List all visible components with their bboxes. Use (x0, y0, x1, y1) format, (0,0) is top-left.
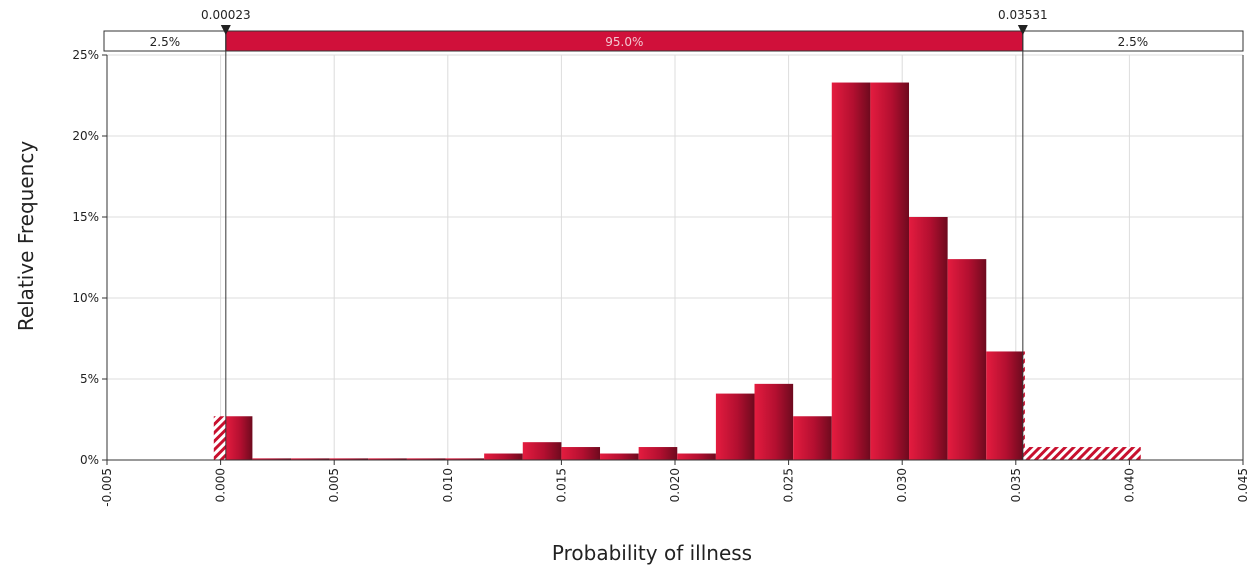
bar-body-segment (445, 458, 485, 460)
bar-body-segment (831, 82, 871, 460)
bar-body-segment (368, 458, 407, 460)
bar-tail-segment (1024, 447, 1064, 460)
bar-body-segment (522, 442, 562, 460)
x-tick-label: 0.005 (327, 468, 341, 502)
grid-lines (106, 54, 1244, 461)
histogram-bar (715, 393, 755, 460)
bar-tail-segment (213, 416, 226, 460)
y-tick-label: 10% (72, 291, 99, 305)
center-interval-label: 95.0% (605, 35, 643, 49)
bar-body-segment (406, 458, 446, 460)
histogram-bar (522, 442, 562, 460)
histogram-bar (1024, 447, 1064, 460)
y-axis-title: Relative Frequency (14, 141, 38, 331)
x-tick-label: 0.000 (214, 468, 228, 502)
histogram-bar (870, 82, 910, 460)
x-tick-label: 0.030 (895, 468, 909, 502)
x-tick-label: 0.045 (1236, 468, 1250, 502)
y-tick-label: 20% (72, 129, 99, 143)
x-axis-title: Probability of illness (552, 541, 752, 565)
bar-body-segment (754, 383, 794, 460)
upper-bound-label: 0.03531 (998, 8, 1048, 22)
histogram-bar (291, 458, 330, 460)
histogram-bar (484, 453, 523, 460)
bar-body-segment (600, 453, 639, 460)
histogram-bar (638, 447, 678, 460)
bar-body-segment (329, 458, 369, 460)
x-tick-label: 0.035 (1009, 468, 1023, 502)
histogram-bar (947, 259, 987, 460)
histogram-bar (677, 453, 716, 460)
bar-body-segment (715, 393, 755, 460)
bar-body-segment (986, 351, 1023, 460)
y-tick-label: 0% (80, 453, 99, 467)
x-tick-label: 0.015 (554, 468, 568, 502)
left-tail-label: 2.5% (150, 35, 181, 49)
histogram-bar (1063, 447, 1103, 460)
histogram-bar (213, 416, 253, 460)
x-tick-label: 0.020 (668, 468, 682, 502)
bar-body-segment (225, 416, 253, 460)
y-tick-label: 15% (72, 210, 99, 224)
histogram-bars (213, 82, 1141, 460)
histogram-bar (561, 447, 601, 460)
x-tick-label: 0.040 (1122, 468, 1136, 502)
confidence-interval-band: 2.5% 95.0% 2.5% 0.00023 0.03531 (103, 8, 1244, 460)
bar-body-segment (909, 217, 948, 460)
y-tick-label: 25% (72, 48, 99, 62)
bar-body-segment (561, 447, 601, 460)
histogram-bar (252, 458, 292, 460)
bar-body-segment (793, 416, 832, 460)
histogram-bar (909, 217, 948, 460)
histogram-bar (329, 458, 369, 460)
histogram-bar (831, 82, 871, 460)
axes: -0.005 0.000 0.005 0.010 0.015 0.020 0.025 0.03… (72, 48, 1250, 507)
histogram-bar (368, 458, 407, 460)
histogram-bar (600, 453, 639, 460)
x-tick-label: -0.005 (100, 468, 114, 507)
x-tick-label: 0.025 (782, 468, 796, 502)
lower-bound-marker-icon (220, 25, 231, 35)
bar-tail-segment (1063, 447, 1103, 460)
bar-body-segment (677, 453, 716, 460)
histogram-bar (1102, 447, 1141, 460)
bar-tail-segment (1022, 351, 1025, 460)
lower-bound-label: 0.00023 (201, 8, 251, 22)
x-tick-label: 0.010 (441, 468, 455, 502)
upper-bound-marker-icon (1017, 25, 1028, 35)
bar-body-segment (638, 447, 678, 460)
bar-body-segment (291, 458, 330, 460)
bar-body-segment (252, 458, 292, 460)
bar-tail-segment (1102, 447, 1141, 460)
histogram-bar (445, 458, 485, 460)
bar-body-segment (484, 453, 523, 460)
bar-body-segment (947, 259, 987, 460)
histogram-bar (754, 383, 794, 460)
right-tail-label: 2.5% (1118, 35, 1149, 49)
histogram-bar (986, 351, 1025, 460)
y-tick-label: 5% (80, 372, 99, 386)
histogram-bar (406, 458, 446, 460)
bar-body-segment (870, 82, 910, 460)
histogram-bar (793, 416, 832, 460)
